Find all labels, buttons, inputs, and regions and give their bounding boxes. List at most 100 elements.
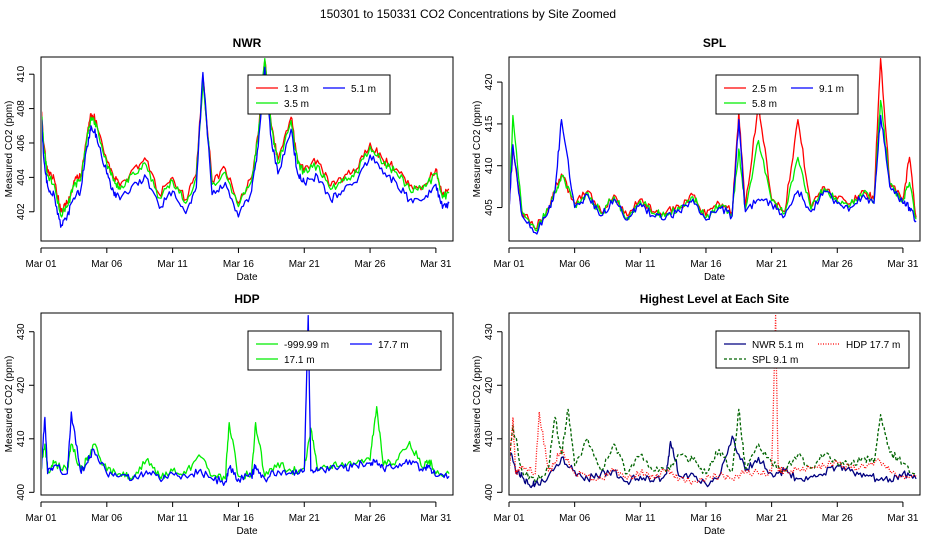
y-tick-label-hdp: 400 — [16, 484, 27, 501]
x-tick-label-hdp: Mar 06 — [91, 513, 123, 524]
y-tick-label-highest: 410 — [484, 430, 495, 447]
y-tick-label-spl: 420 — [484, 73, 495, 90]
legend-box-nwr — [247, 74, 391, 115]
series-line-spl-1 — [510, 99, 917, 232]
x-tick-label-spl: Mar 16 — [690, 259, 722, 270]
x-axis-title-nwr: Date — [236, 272, 258, 283]
x-tick-label-nwr: Mar 01 — [25, 259, 57, 270]
x-tick-label-nwr: Mar 16 — [223, 259, 255, 270]
x-axis-title-hdp: Date — [236, 526, 258, 537]
legend-box-highest — [715, 330, 910, 369]
y-axis-title-spl: Measured CO2 (ppm) — [472, 101, 483, 198]
y-tick-label-spl: 415 — [484, 115, 495, 132]
chart-hdp: HDP Mar 01 Mar 06 Mar 11 Mar 16 Mar 21 Mar 26 M… — [4, 292, 454, 537]
legend-label-nwr: 5.1 m — [351, 84, 376, 95]
y-tick-label-highest: 400 — [484, 484, 495, 501]
y-axis-title-highest: Measured CO2 (ppm) — [472, 356, 483, 453]
y-tick-label-hdp: 430 — [16, 323, 27, 340]
y-tick-label-highest: 420 — [484, 376, 495, 393]
y-tick-label-spl: 410 — [484, 157, 495, 174]
legend-label-highest: NWR 5.1 m — [752, 340, 804, 351]
series-line-highest-2 — [510, 315, 917, 486]
legend-label-hdp: 17.7 m — [378, 340, 409, 351]
y-tick-label-nwr: 406 — [16, 134, 27, 151]
chart-nwr: NWR Mar 01 Mar 06 Mar 11 Mar 16 Mar 21 Mar 26 M… — [4, 36, 454, 283]
legend-box-spl — [715, 74, 859, 115]
legend-label-spl: 9.1 m — [819, 84, 844, 95]
x-tick-label-nwr: Mar 31 — [420, 259, 452, 270]
y-tick-label-hdp: 420 — [16, 376, 27, 393]
chart-spl: SPL Mar 01 Mar 06 Mar 11 Mar 16 Mar 21 Mar 26 M… — [472, 36, 921, 283]
series-group-nwr — [42, 58, 450, 228]
legend-label-hdp: -999.99 m — [284, 340, 329, 351]
x-tick-label-hdp: Mar 21 — [289, 513, 321, 524]
x-tick-label-hdp: Mar 31 — [420, 513, 452, 524]
x-tick-label-highest: Mar 06 — [559, 513, 591, 524]
x-tick-label-hdp: Mar 01 — [25, 513, 57, 524]
legend-label-nwr: 3.5 m — [284, 99, 309, 110]
x-tick-label-hdp: Mar 16 — [223, 513, 255, 524]
legend-label-nwr: 1.3 m — [284, 84, 309, 95]
x-tick-label-highest: Mar 11 — [625, 513, 656, 524]
x-tick-label-nwr: Mar 11 — [157, 259, 188, 270]
legend-label-highest: HDP 17.7 m — [846, 340, 900, 351]
x-tick-label-spl: Mar 01 — [493, 259, 525, 270]
chart-title-nwr: NWR — [233, 36, 262, 50]
plot-frame-highest — [508, 312, 921, 496]
x-tick-label-hdp: Mar 11 — [157, 513, 188, 524]
chart-title-spl: SPL — [703, 36, 726, 50]
x-tick-label-nwr: Mar 26 — [355, 259, 387, 270]
chart-title-hdp: HDP — [234, 292, 259, 306]
y-tick-label-nwr: 410 — [16, 65, 27, 82]
series-group-hdp — [42, 315, 450, 486]
y-tick-label-spl: 405 — [484, 199, 495, 216]
x-tick-label-highest: Mar 21 — [756, 513, 788, 524]
x-tick-label-highest: Mar 26 — [822, 513, 854, 524]
chart-highest: Highest Level at Each Site Mar 01 Mar 06 Ma… — [472, 292, 921, 537]
legend-label-spl: 5.8 m — [752, 99, 777, 110]
legend-nwr: 1.3 m 5.1 m 3.5 m — [247, 74, 391, 115]
series-line-nwr-2 — [42, 66, 450, 228]
figure-title: 150301 to 150331 CO2 Concentrations by S… — [320, 7, 616, 21]
x-tick-label-spl: Mar 31 — [887, 259, 919, 270]
legend-label-spl: 2.5 m — [752, 84, 777, 95]
series-line-nwr-1 — [42, 58, 450, 218]
series-line-hdp-1 — [42, 315, 450, 486]
x-tick-label-nwr: Mar 06 — [91, 259, 123, 270]
series-line-highest-1 — [510, 408, 917, 483]
x-tick-label-nwr: Mar 21 — [289, 259, 321, 270]
series-line-spl-2 — [510, 114, 917, 235]
legend-highest: NWR 5.1 m HDP 17.7 m SPL 9.1 m — [715, 330, 910, 369]
chart-title-highest: Highest Level at Each Site — [640, 292, 790, 306]
x-axis-title-spl: Date — [704, 272, 726, 283]
y-axis-title-nwr: Measured CO2 (ppm) — [4, 101, 15, 198]
x-axis-title-highest: Date — [704, 526, 726, 537]
legend-spl: 2.5 m 9.1 m 5.8 m — [715, 74, 859, 115]
y-tick-label-nwr: 402 — [16, 203, 27, 220]
x-tick-label-hdp: Mar 26 — [355, 513, 387, 524]
plot-frame-nwr — [40, 56, 454, 242]
x-tick-label-spl: Mar 21 — [756, 259, 788, 270]
series-group-spl — [510, 58, 917, 235]
series-group-highest — [510, 315, 917, 489]
series-line-hdp-0 — [42, 406, 450, 482]
y-tick-label-nwr: 408 — [16, 100, 27, 117]
plot-frame-hdp — [40, 312, 454, 496]
chart-panels: NWR Mar 01 Mar 06 Mar 11 Mar 16 Mar 21 Mar 26 M… — [4, 36, 921, 537]
x-tick-label-highest: Mar 01 — [493, 513, 525, 524]
x-tick-label-highest: Mar 31 — [887, 513, 919, 524]
legend-label-hdp: 17.1 m — [284, 355, 315, 366]
y-tick-label-nwr: 404 — [16, 169, 27, 186]
series-line-highest-0 — [510, 435, 917, 489]
x-tick-label-highest: Mar 16 — [690, 513, 722, 524]
legend-box-hdp — [247, 330, 442, 371]
plot-frame-spl — [508, 56, 921, 242]
x-tick-label-spl: Mar 11 — [625, 259, 656, 270]
y-axis-title-hdp: Measured CO2 (ppm) — [4, 356, 15, 453]
legend-hdp: -999.99 m 17.7 m 17.1 m — [247, 330, 442, 371]
x-tick-label-spl: Mar 26 — [822, 259, 854, 270]
x-tick-label-spl: Mar 06 — [559, 259, 591, 270]
y-tick-label-hdp: 410 — [16, 430, 27, 447]
legend-label-highest: SPL 9.1 m — [752, 355, 798, 366]
